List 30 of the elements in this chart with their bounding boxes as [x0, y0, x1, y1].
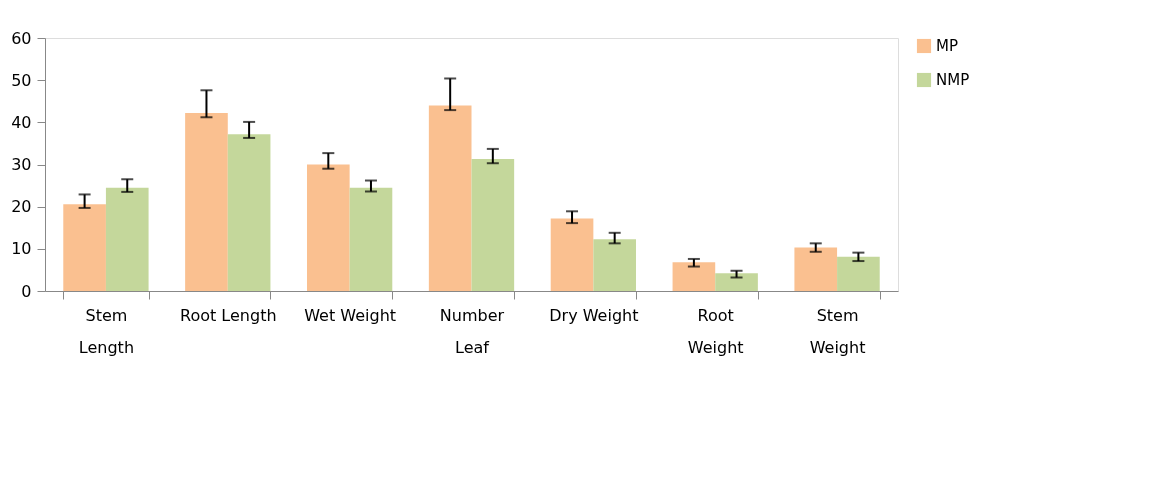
bar	[593, 239, 637, 291]
bar	[471, 159, 515, 291]
x-tick-label: Stem Length	[78, 305, 135, 357]
y-tick-label: 30	[11, 155, 32, 174]
bar	[672, 262, 716, 291]
bar	[306, 164, 350, 291]
x-tick-label: Root Weight	[687, 305, 744, 357]
bar	[349, 187, 393, 291]
x-tick-label: Number Leaf	[439, 305, 505, 357]
y-tick-label: 10	[11, 239, 32, 259]
bar	[227, 134, 271, 291]
x-tick-label: Root Length	[180, 305, 277, 325]
bar	[715, 273, 758, 291]
y-tick-label: 50	[11, 70, 32, 90]
legend-label: MP	[936, 37, 958, 55]
bar	[837, 256, 880, 291]
bar	[794, 247, 838, 291]
bar	[63, 204, 106, 291]
legend-label: NMP	[936, 71, 970, 89]
y-tick-label: 60	[11, 28, 32, 48]
bar	[550, 218, 594, 291]
x-tick-label: Stem Weight	[809, 305, 866, 357]
x-tick-label: Wet Weight	[304, 305, 397, 325]
y-tick-label: 40	[11, 112, 32, 132]
y-tick-label: 0	[21, 281, 32, 301]
bar	[185, 113, 228, 291]
bar	[105, 187, 149, 291]
x-tick-label: Dry Weight	[549, 305, 639, 325]
bar	[428, 105, 472, 291]
y-tick-label: 20	[11, 197, 32, 217]
